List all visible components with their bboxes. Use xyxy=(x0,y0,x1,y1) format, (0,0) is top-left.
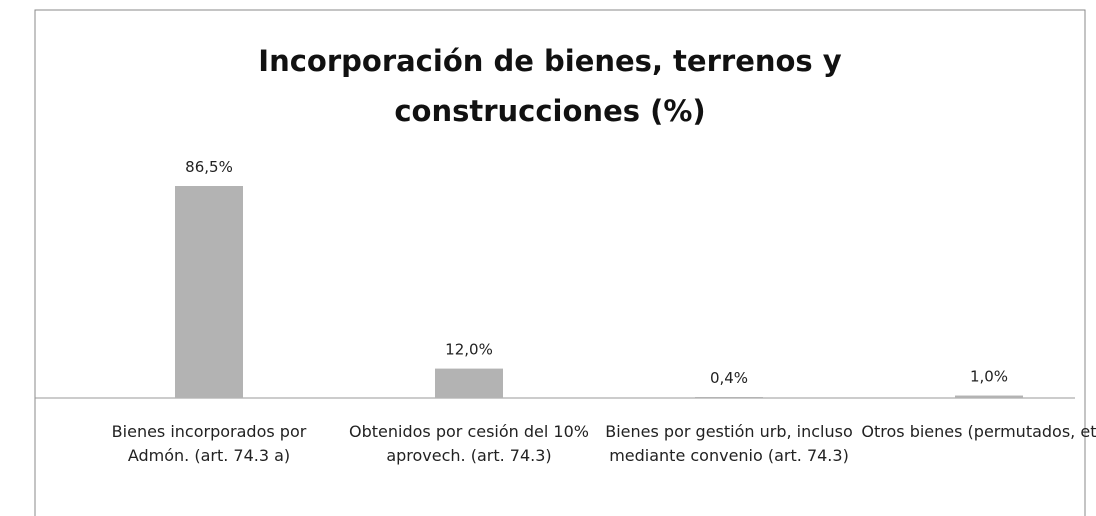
x-tick-label: Bienes incorporados por Admón. (art. 74.… xyxy=(111,422,307,465)
x-tick-label: Bienes por gestión urb, incluso mediante… xyxy=(605,422,853,465)
chart-title: Incorporación de bienes, terrenos y cons… xyxy=(258,44,842,128)
value-label: 86,5% xyxy=(185,158,233,176)
bar xyxy=(955,395,1023,398)
value-label: 0,4% xyxy=(710,369,748,387)
bar xyxy=(695,397,763,398)
bar xyxy=(175,186,243,398)
value-label: 1,0% xyxy=(970,368,1008,386)
x-tick-label: Otros bienes (permutados, etc.) xyxy=(861,422,1096,441)
x-tick-label: Obtenidos por cesión del 10% aprovech. (… xyxy=(349,422,589,465)
value-label: 12,0% xyxy=(445,341,493,359)
bar xyxy=(435,368,503,398)
chart-border xyxy=(34,9,1086,516)
